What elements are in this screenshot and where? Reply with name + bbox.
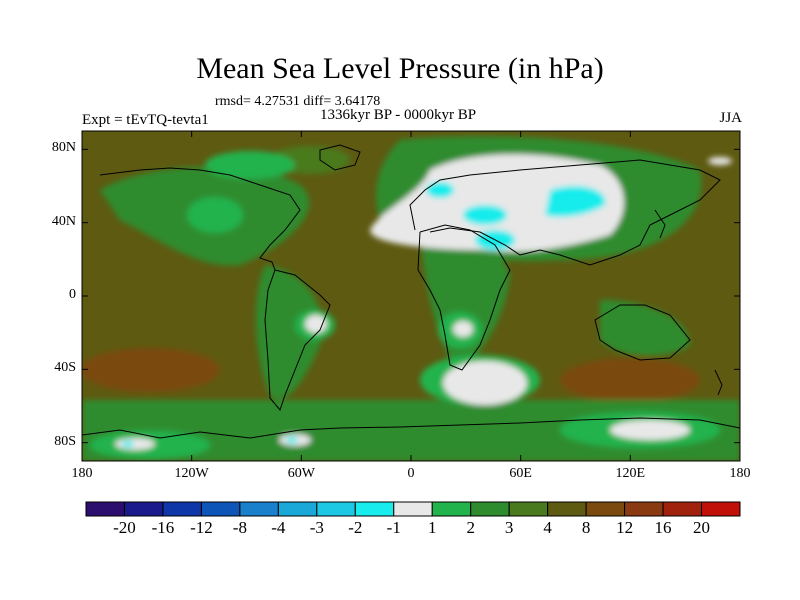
- lat-tick-label: 80S: [54, 433, 76, 449]
- colorbar-label: 8: [581, 518, 591, 537]
- colorbar-label: -3: [309, 518, 324, 537]
- anomaly-region-rockies: [187, 197, 243, 233]
- colorbar-swatch: [200, 501, 241, 517]
- coastline-australia: [594, 304, 691, 361]
- lat-tick-label: 40N: [51, 213, 76, 229]
- colorbar-label: 12: [616, 518, 634, 537]
- colorbar-swatch: [162, 501, 202, 517]
- axis-tick-marks: [81, 131, 741, 461]
- colorbar-swatch: [547, 501, 587, 517]
- colorbar-swatch: [431, 501, 472, 517]
- coastline-south-america: [264, 269, 331, 412]
- colorbar-swatch: [585, 501, 626, 517]
- anomaly-region-arctic-neutral: [708, 157, 732, 165]
- colorbar-swatch: [239, 501, 279, 517]
- lon-tick-label: 180: [71, 466, 93, 481]
- anomaly-region-caspian-low: [463, 205, 507, 225]
- colorbar-swatch: [123, 501, 164, 517]
- coastline-africa: [417, 224, 511, 371]
- colorbar-label: 2: [466, 518, 475, 537]
- colorbar-label: 16: [654, 518, 672, 537]
- period-text: 1336kyr BP - 0000kyr BP: [320, 107, 477, 123]
- colorbar-label: 20: [693, 518, 711, 537]
- anomaly-region-ross-low: [122, 441, 134, 447]
- anomaly-region-siberia-low: [545, 185, 606, 217]
- pressure-field: [82, 131, 740, 461]
- coastline-new-zealand: [714, 369, 723, 396]
- colorbar-label: 4: [543, 518, 552, 537]
- anomaly-region-south-america: [255, 265, 322, 399]
- anomaly-region-canada: [205, 151, 295, 179]
- colorbar-label: -2: [348, 518, 363, 537]
- colorbar-swatch: [354, 501, 395, 517]
- anomaly-region-eurasia-neutral: [370, 154, 624, 252]
- anomaly-region-indian-south: [560, 358, 700, 402]
- colorbar-label: -20: [113, 518, 136, 537]
- colorbar-label: -12: [190, 518, 213, 537]
- colorbar-label: -1: [386, 518, 401, 537]
- lon-tick-label: 180: [729, 466, 751, 481]
- anomaly-region-africa-neutral: [453, 321, 473, 337]
- anomaly-region-east-antarctica-neutral: [610, 420, 690, 440]
- anomaly-region-ross-neutral: [115, 438, 155, 450]
- anomaly-region-weddell-low: [286, 437, 298, 443]
- stats-text: rmsd= 4.27531 diff= 3.64178: [215, 94, 381, 109]
- coastline-japan: [654, 209, 666, 239]
- colorbar-swatch: [624, 501, 664, 517]
- colorbar-swatch: [470, 501, 510, 517]
- anomaly-region-antarctica: [82, 400, 740, 461]
- anomaly-region-south-atlantic-neutral: [443, 361, 527, 405]
- coastline-eurasia: [409, 159, 721, 266]
- colorbar-swatch: [508, 501, 549, 517]
- lon-tick-label: 60E: [509, 466, 532, 481]
- colorbar-swatch: [316, 501, 356, 517]
- chart-title: Mean Sea Level Pressure (in hPa): [196, 52, 604, 85]
- colorbar: [85, 501, 741, 517]
- experiment-label: Expt = tEvTQ-tevta1: [82, 112, 209, 128]
- colorbar-label: 1: [427, 518, 437, 537]
- lon-tick-label: 60W: [287, 466, 315, 481]
- coastlines: [82, 144, 740, 439]
- colorbar-swatch: [701, 501, 741, 517]
- colorbar-label: -16: [151, 518, 175, 537]
- coastline-antarctica: [82, 417, 740, 439]
- colorbar-label: -4: [271, 518, 286, 537]
- anomaly-region-brazil-neutral: [305, 315, 327, 333]
- lat-tick-label: 40S: [54, 360, 76, 376]
- anomaly-region-pacific-south: [82, 348, 220, 392]
- lon-tick-label: 120E: [615, 466, 646, 481]
- colorbar-swatch: [277, 501, 318, 517]
- coastline-north-america: [99, 167, 301, 271]
- anomaly-region-australia: [600, 300, 690, 356]
- lat-tick-label: 80N: [51, 140, 76, 156]
- colorbar-swatch: [662, 501, 703, 517]
- colorbar-label: -8: [232, 518, 247, 537]
- season-label: JJA: [719, 110, 742, 126]
- lon-tick-label: 120W: [174, 466, 209, 481]
- lon-tick-label: 0: [407, 466, 415, 481]
- colorbar-label: 3: [504, 518, 514, 537]
- colorbar-swatch: [393, 501, 433, 517]
- anomaly-region-scandinavia-low: [426, 182, 454, 198]
- lat-tick-label: 0: [69, 287, 76, 302]
- coastline-greenland: [319, 144, 361, 171]
- colorbar-swatch: [85, 501, 125, 517]
